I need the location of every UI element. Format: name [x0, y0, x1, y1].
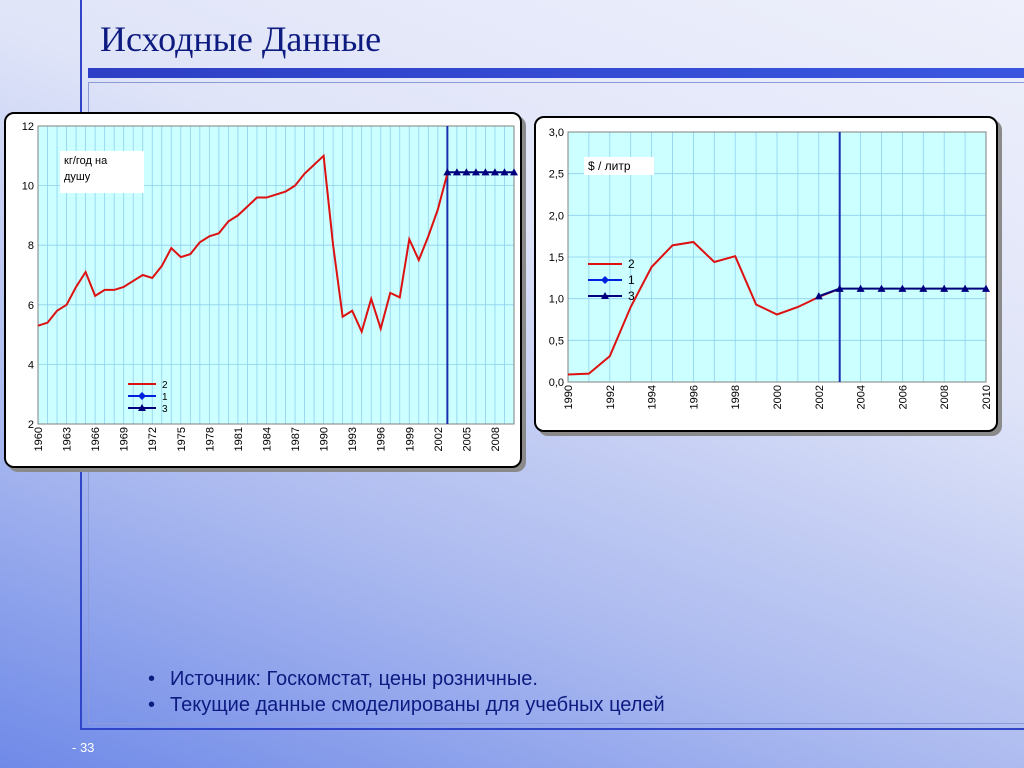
x-tick-label: 1972	[147, 427, 159, 451]
series-line-2	[37, 153, 449, 335]
y-tick-label: 2,0	[549, 210, 564, 222]
x-tick-label: 1994	[647, 385, 659, 409]
legend-label: 3	[162, 404, 168, 415]
unit-annotation: душу	[64, 171, 91, 183]
x-tick-label: 1996	[376, 427, 388, 451]
legend-label: 3	[628, 289, 635, 303]
x-tick-label: 2004	[856, 385, 868, 409]
x-tick-label: 2008	[490, 427, 502, 451]
x-tick-label: 2008	[939, 385, 951, 409]
chart-panel-price: 0,0 0,5 1,0 1,5 2,0 2,5 3,0 1990 1992 1994 1996 199…	[534, 116, 998, 432]
y-tick-label: 2	[28, 419, 34, 431]
x-tick-label: 1999	[404, 427, 416, 451]
x-tick-label: 1992	[605, 385, 617, 409]
decorative-bottom-line	[80, 728, 1024, 730]
legend-label: 1	[628, 273, 635, 287]
y-tick-label: 0,0	[549, 377, 564, 389]
x-tick-label: 1987	[290, 427, 302, 451]
legend-label: 1	[162, 392, 168, 403]
x-tick-label: 1966	[90, 427, 102, 451]
series-point-3	[452, 168, 461, 176]
annotation-box	[60, 151, 144, 193]
series-point-3	[443, 168, 452, 176]
series-point-3	[961, 284, 970, 292]
series-point-3	[982, 284, 990, 292]
unit-annotation: кг/год на	[64, 155, 108, 167]
series-point-3	[500, 168, 509, 176]
series-point-3	[462, 168, 471, 176]
legend-marker-diamond	[138, 392, 146, 400]
x-tick-label: 1984	[261, 427, 273, 451]
bullet-note: Текущие данные смоделированы для учебных…	[148, 692, 665, 718]
x-tick-label: 1981	[233, 427, 245, 451]
y-tick-label: 4	[28, 359, 34, 371]
x-tick-label: 2010	[981, 385, 993, 409]
x-tick-label: 2005	[461, 427, 473, 451]
series-point-3	[490, 168, 499, 176]
y-tick-label: 8	[28, 240, 34, 252]
slide-title: Исходные Данные	[100, 19, 382, 59]
x-tick-label: 2002	[814, 385, 826, 409]
series-point-3	[481, 168, 490, 176]
x-tick-label: 1990	[319, 427, 331, 451]
y-tick-label: 10	[22, 181, 34, 193]
x-tick-label: 1960	[33, 427, 45, 451]
y-tick-label: 3,0	[549, 127, 564, 139]
series-point-3	[510, 168, 518, 176]
x-tick-label: 2006	[897, 385, 909, 409]
series-point-3	[814, 292, 823, 300]
bullet-list: Источник: Госкомстат, цены розничные. Те…	[148, 666, 665, 718]
y-tick-label: 6	[28, 300, 34, 312]
x-tick-label: 1990	[563, 385, 575, 409]
plot-border	[567, 131, 987, 383]
page-number: - 33	[72, 740, 95, 755]
x-tick-label: 1978	[204, 427, 216, 451]
x-tick-label: 1963	[62, 427, 74, 451]
x-tick-label: 1993	[347, 427, 359, 451]
price-chart: 0,0 0,5 1,0 1,5 2,0 2,5 3,0 1990 1992 1994 1996 199…	[549, 127, 993, 409]
series-point-3	[919, 284, 928, 292]
x-tick-label: 1975	[176, 427, 188, 451]
legend-label: 2	[628, 257, 635, 271]
x-tick-label: 1998	[730, 385, 742, 409]
legend-marker-triangle	[138, 404, 146, 411]
x-tick-label: 2000	[772, 385, 784, 409]
y-tick-label: 2,5	[549, 169, 564, 181]
bullet-source: Источник: Госкомстат, цены розничные.	[148, 666, 665, 692]
legend-label: 2	[162, 380, 168, 391]
y-tick-label: 1,0	[549, 294, 564, 306]
series-point-3	[471, 168, 480, 176]
unit-annotation: $ / литр	[588, 159, 631, 173]
x-tick-label: 1996	[688, 385, 700, 409]
annotation-box	[584, 157, 654, 175]
series-point-3	[835, 284, 844, 292]
y-tick-label: 0,5	[549, 335, 564, 347]
chart-panel-consumption: 2 4 6 8 10 12 1960 1963 1966 1969 1972 1975 1978 1981…	[4, 112, 522, 468]
plot-border	[37, 125, 515, 425]
legend-marker-diamond	[601, 276, 609, 284]
legend-marker-triangle	[601, 292, 609, 299]
y-tick-label: 12	[22, 121, 34, 133]
series-point-3	[898, 284, 907, 292]
series-point-3	[940, 284, 949, 292]
series-point-3	[877, 284, 886, 292]
y-tick-label: 1,5	[549, 252, 564, 264]
x-tick-label: 1969	[119, 427, 131, 451]
series-line-2	[567, 240, 841, 376]
series-point-3	[856, 284, 865, 292]
x-tick-label: 2002	[433, 427, 445, 451]
title-underline-bar	[88, 68, 1024, 78]
